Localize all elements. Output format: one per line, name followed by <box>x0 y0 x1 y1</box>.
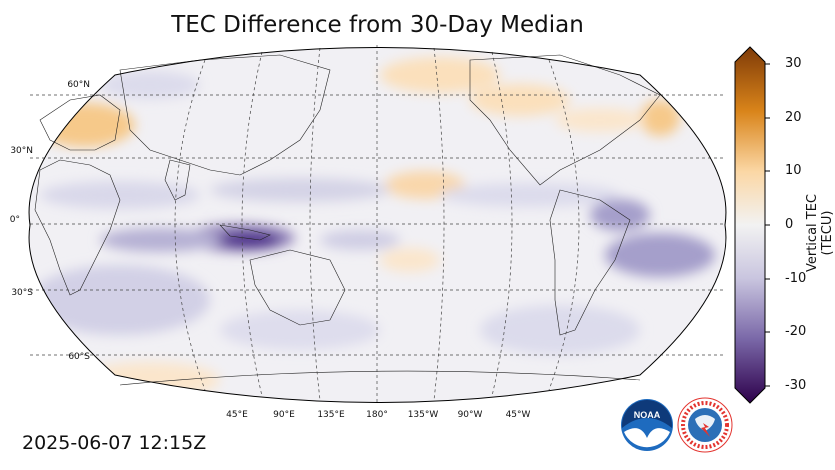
noaa-logo-text: NOAA <box>634 410 661 420</box>
colorbar <box>734 46 770 404</box>
lon-label-90e: 90°E <box>273 410 295 420</box>
lat-label-60n: 60°N <box>67 80 90 90</box>
colorbar-tick: 20 <box>785 110 802 125</box>
colorbar-tick: 10 <box>785 163 802 178</box>
colorbar-tick: -20 <box>785 324 807 339</box>
lon-label-45w: 45°W <box>505 410 531 420</box>
map-border <box>28 47 727 403</box>
map-title: TEC Difference from 30-Day Median <box>171 12 584 38</box>
lat-label-30n: 30°N <box>10 146 33 156</box>
colorbar-tick: -30 <box>785 378 807 393</box>
lon-label-135e: 135°E <box>317 410 345 420</box>
nws-logo <box>677 397 733 453</box>
graticule <box>30 45 725 402</box>
lon-label-180: 180° <box>366 410 388 420</box>
lon-label-45e: 45°E <box>226 410 248 420</box>
lon-label-135w: 135°W <box>407 410 439 420</box>
noaa-logo: NOAA <box>621 399 673 451</box>
lon-label-90w: 90°W <box>457 410 483 420</box>
coastlines <box>34 54 661 386</box>
colorbar-tick: 30 <box>785 56 802 71</box>
lat-label-0: 0° <box>9 215 20 225</box>
colorbar-label: Vertical TEC (TECU) <box>805 193 835 273</box>
colorbar-tick: 0 <box>785 217 794 232</box>
lat-label-30s: 30°S <box>11 288 33 298</box>
colorbar-tick: -10 <box>785 271 807 286</box>
timestamp: 2025-06-07 12:15Z <box>22 432 207 454</box>
lat-label-60s: 60°S <box>68 352 90 362</box>
